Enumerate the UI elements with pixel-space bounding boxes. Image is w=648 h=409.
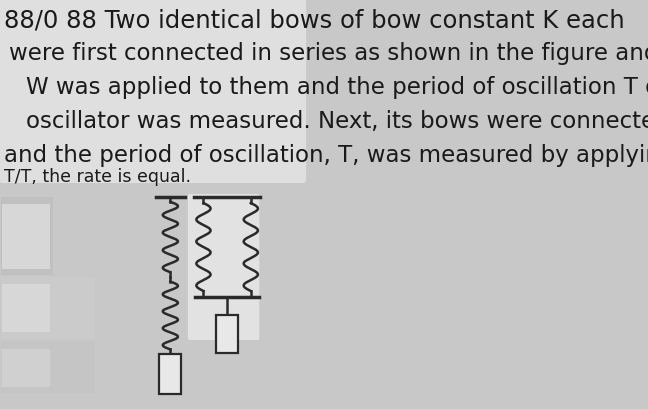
Bar xyxy=(1,277,95,339)
Bar xyxy=(3,204,50,270)
Bar xyxy=(1,198,54,275)
FancyBboxPatch shape xyxy=(188,195,259,340)
Bar xyxy=(1,341,95,393)
Text: W was applied to them and the period of oscillation T of the vertical: W was applied to them and the period of … xyxy=(26,76,648,99)
Text: 88/0 88 Two identical bows of bow constant K each: 88/0 88 Two identical bows of bow consta… xyxy=(4,8,625,32)
Text: T/T, the rate is equal.: T/T, the rate is equal. xyxy=(4,168,191,186)
Text: and the period of oscillation, T, was measured by applying a load W to it.: and the period of oscillation, T, was me… xyxy=(4,144,648,166)
Bar xyxy=(159,354,181,394)
Text: were first connected in series as shown in the figure and a load: were first connected in series as shown … xyxy=(10,42,648,65)
Bar xyxy=(216,315,238,353)
Bar xyxy=(3,349,50,387)
FancyBboxPatch shape xyxy=(0,0,306,184)
Bar xyxy=(3,284,50,332)
Text: oscillator was measured. Next, its bows were connected in parallel: oscillator was measured. Next, its bows … xyxy=(26,110,648,133)
